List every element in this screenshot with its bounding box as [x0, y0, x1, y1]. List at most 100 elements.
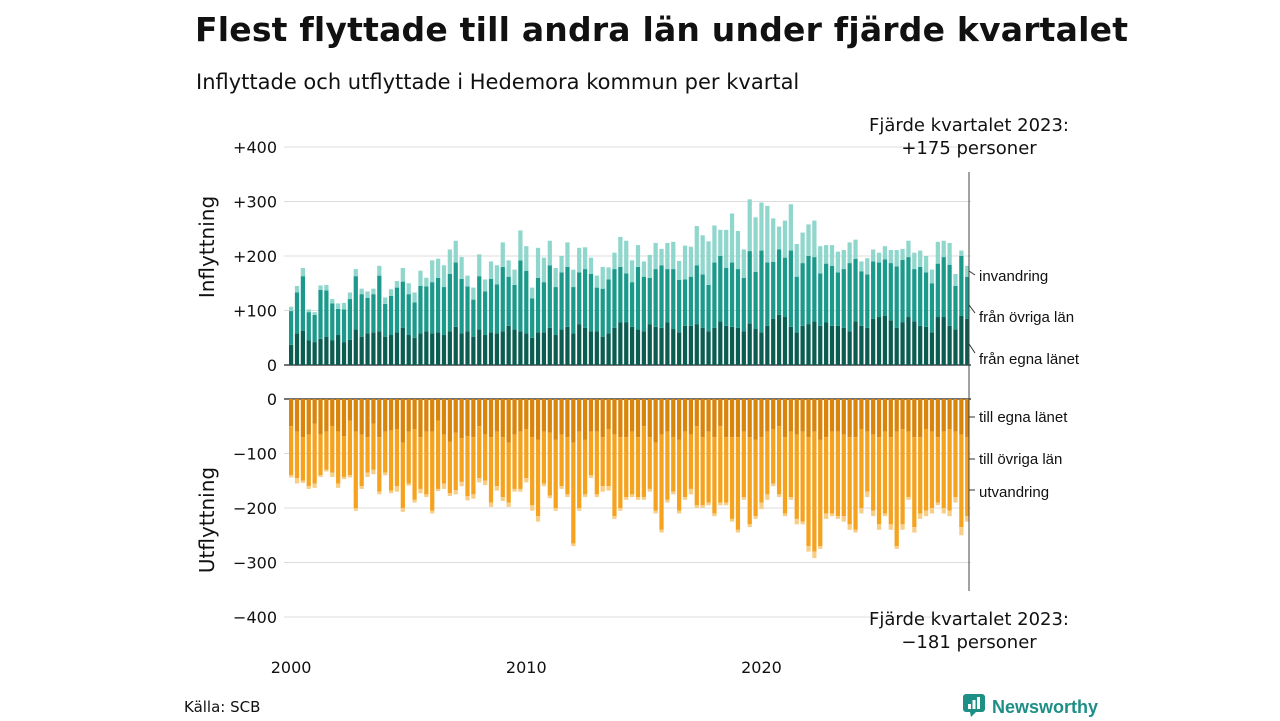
bar-in-1 [871, 261, 876, 319]
bar-in-2 [853, 239, 858, 259]
bar-in-0 [400, 327, 405, 365]
bar-out-1 [359, 434, 364, 487]
bar-in-2 [524, 246, 529, 271]
bar-out-0 [388, 399, 394, 431]
bar-in-0 [865, 327, 870, 365]
bar-out-0 [635, 399, 641, 438]
bar-out-2 [306, 486, 311, 489]
bar-out-1 [876, 437, 882, 525]
bar-in-0 [841, 327, 846, 365]
bar-in-2 [582, 247, 588, 270]
bar-out-2 [812, 551, 817, 559]
bar-out-0 [647, 399, 652, 438]
bar-in-1 [412, 302, 417, 338]
bar-out-0 [871, 399, 876, 435]
bar-out-0 [394, 399, 400, 429]
bar-out-2 [800, 521, 805, 525]
label-utvandring: utvandring [979, 484, 1049, 501]
bar-out-0 [747, 399, 752, 438]
bar-out-1 [377, 437, 382, 492]
bar-out-0 [806, 399, 811, 438]
bar-in-2 [506, 260, 511, 277]
bar-out-1 [365, 437, 370, 473]
bar-out-2 [647, 488, 652, 492]
bar-in-2 [535, 247, 541, 278]
bar-out-1 [929, 431, 935, 508]
bar-out-1 [677, 439, 682, 511]
bar-out-2 [488, 502, 494, 507]
bar-out-1 [594, 431, 599, 495]
bar-in-2 [876, 252, 882, 263]
bar-out-2 [841, 516, 846, 522]
newsworthy-logo[interactable]: Newsworthy [962, 693, 1098, 721]
bar-in-0 [630, 326, 635, 365]
bar-in-0 [829, 325, 835, 365]
bar-out-2 [729, 518, 735, 522]
bar-out-1 [635, 437, 641, 498]
bar-out-1 [394, 428, 400, 487]
bar-in-0 [371, 332, 376, 365]
bar-in-2 [682, 245, 688, 280]
bar-in-1 [841, 269, 846, 328]
bar-out-2 [347, 475, 353, 478]
bar-in-0 [424, 331, 429, 365]
bar-out-2 [794, 518, 799, 525]
bar-in-1 [912, 269, 917, 322]
bar-in-2 [547, 240, 552, 266]
bar-out-1 [835, 431, 841, 517]
bar-in-2 [935, 241, 940, 264]
bar-in-2 [865, 258, 870, 275]
bar-in-2 [371, 288, 376, 295]
lower-axis-title: Utflyttning [195, 467, 219, 573]
bar-in-0 [477, 329, 482, 365]
bar-in-2 [530, 287, 535, 299]
bar-out-0 [412, 399, 417, 429]
bar-in-2 [465, 275, 470, 287]
bar-in-0 [506, 325, 511, 365]
bar-out-1 [582, 439, 588, 495]
bar-out-0 [765, 399, 770, 432]
bar-in-1 [853, 258, 858, 322]
bar-in-1 [435, 277, 441, 333]
bar-out-0 [959, 399, 964, 435]
bar-in-1 [624, 273, 629, 323]
bar-in-2 [559, 256, 564, 273]
bar-out-2 [324, 469, 329, 472]
bar-in-1 [741, 277, 746, 332]
bar-out-0 [900, 399, 905, 429]
bar-in-1 [383, 303, 388, 337]
bar-out-2 [888, 524, 893, 530]
bar-out-0 [535, 399, 541, 440]
bar-out-0 [565, 399, 570, 438]
bar-out-2 [900, 524, 905, 530]
bar-out-0 [459, 399, 464, 439]
bar-in-0 [935, 317, 940, 365]
bar-in-2 [859, 261, 864, 272]
bar-in-2 [965, 265, 970, 277]
label-till-egna-lanet: till egna länet [979, 409, 1068, 426]
bar-in-1 [941, 257, 946, 318]
bar-in-0 [324, 336, 329, 365]
bar-out-1 [300, 437, 305, 481]
bar-out-2 [559, 486, 564, 489]
bar-in-2 [289, 306, 294, 312]
bar-out-2 [882, 513, 888, 517]
bar-out-2 [412, 499, 417, 503]
bar-out-0 [612, 399, 617, 435]
bar-in-2 [712, 225, 717, 263]
annotation-bottom-line1: Fjärde kvartalet 2023: [869, 609, 1069, 630]
bar-in-1 [812, 257, 817, 322]
bar-out-1 [871, 434, 876, 511]
bar-in-1 [371, 294, 376, 333]
bar-in-1 [677, 279, 682, 333]
bar-out-1 [718, 426, 723, 503]
bar-out-2 [788, 497, 793, 500]
bar-out-2 [718, 502, 723, 506]
bar-in-2 [441, 265, 447, 288]
bar-in-1 [694, 265, 699, 325]
bar-out-1 [765, 431, 770, 495]
bar-out-0 [682, 399, 688, 432]
bar-out-2 [512, 488, 517, 492]
bar-out-2 [941, 508, 946, 514]
bar-out-0 [812, 399, 817, 432]
